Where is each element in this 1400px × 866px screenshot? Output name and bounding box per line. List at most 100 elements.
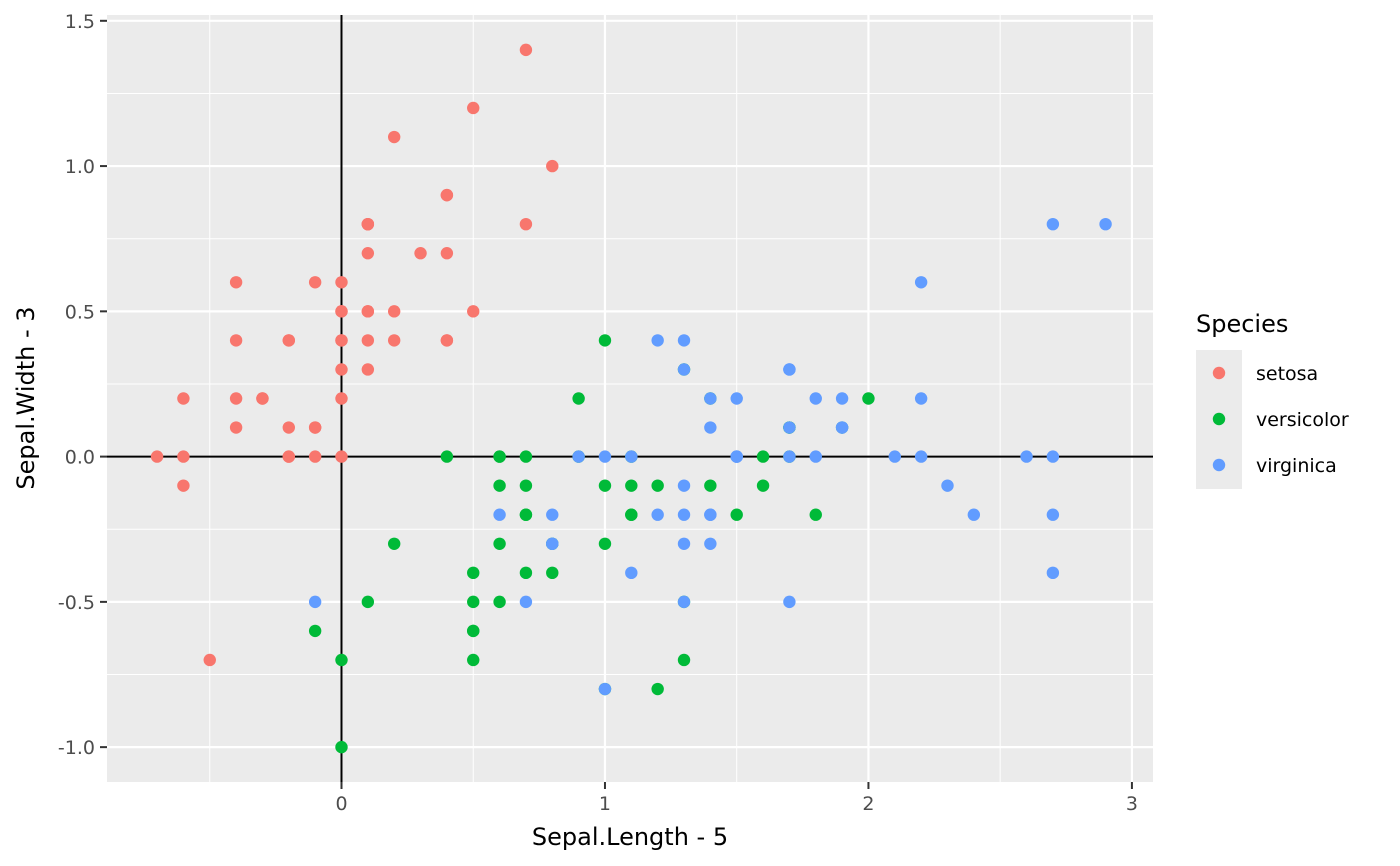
point-virginica — [519, 595, 533, 609]
point-versicolor — [467, 595, 480, 609]
point-setosa — [335, 334, 348, 347]
point-setosa — [361, 217, 375, 231]
point-setosa — [308, 276, 322, 289]
point-versicolor — [335, 653, 348, 667]
point-setosa — [467, 101, 480, 115]
point-virginica — [730, 392, 743, 405]
x-axis: 0 1 2 3 — [335, 782, 1138, 815]
point-virginica — [625, 450, 638, 463]
point-setosa — [335, 305, 348, 318]
point-virginica — [572, 450, 585, 463]
point-versicolor — [809, 508, 822, 521]
x-axis-title: Sepal.Length - 5 — [532, 823, 728, 851]
point-setosa — [361, 363, 375, 376]
point-virginica — [888, 450, 901, 463]
point-setosa — [282, 421, 295, 434]
point-versicolor — [440, 450, 454, 463]
point-setosa — [229, 334, 243, 347]
point-virginica — [546, 508, 559, 521]
point-virginica — [783, 363, 796, 376]
point-virginica — [967, 508, 981, 521]
y-tick-label: 0.5 — [65, 301, 95, 323]
point-versicolor — [651, 479, 664, 492]
legend: Species setosa versicolor virginica — [1196, 310, 1349, 489]
point-virginica — [704, 421, 717, 434]
y-axis-title: Sepal.Width - 3 — [12, 306, 40, 489]
point-versicolor — [493, 537, 506, 550]
x-tick-label: 3 — [1126, 793, 1138, 815]
data-points — [150, 43, 1112, 754]
point-virginica — [941, 479, 954, 492]
point-versicolor — [704, 479, 717, 492]
point-versicolor — [519, 508, 533, 521]
point-versicolor — [572, 392, 585, 405]
point-setosa — [335, 276, 348, 289]
x-tick-label: 2 — [862, 793, 874, 815]
point-versicolor — [467, 653, 480, 667]
point-virginica — [598, 450, 612, 463]
point-versicolor — [598, 479, 612, 492]
point-versicolor — [625, 479, 638, 492]
point-versicolor — [493, 595, 506, 609]
point-setosa — [361, 334, 375, 347]
x-tick-label: 1 — [599, 793, 611, 815]
point-versicolor — [467, 566, 480, 580]
point-virginica — [1046, 566, 1060, 580]
point-versicolor — [625, 508, 638, 521]
point-setosa — [203, 653, 216, 667]
legend-items: setosa versicolor virginica — [1212, 363, 1349, 477]
point-virginica — [1046, 450, 1060, 463]
point-virginica — [677, 334, 691, 347]
point-virginica — [677, 363, 691, 376]
legend-label-setosa: setosa — [1256, 363, 1318, 385]
point-virginica — [1020, 450, 1033, 463]
point-setosa — [440, 188, 454, 202]
point-setosa — [177, 392, 190, 405]
point-setosa — [282, 334, 295, 347]
point-versicolor — [361, 595, 375, 609]
point-versicolor — [519, 566, 533, 580]
plot-panel — [107, 15, 1153, 782]
point-setosa — [387, 130, 401, 144]
point-virginica — [809, 392, 822, 405]
point-setosa — [361, 247, 375, 260]
point-virginica — [783, 450, 796, 463]
legend-label-virginica: virginica — [1256, 455, 1337, 477]
point-versicolor — [756, 479, 770, 492]
point-setosa — [150, 450, 164, 463]
point-setosa — [335, 450, 348, 463]
point-virginica — [914, 450, 928, 463]
point-virginica — [308, 595, 322, 609]
point-setosa — [229, 421, 243, 434]
point-setosa — [335, 392, 348, 405]
point-setosa — [519, 217, 533, 231]
point-virginica — [677, 537, 691, 550]
point-versicolor — [493, 479, 506, 492]
point-versicolor — [335, 740, 348, 754]
point-setosa — [308, 421, 322, 434]
legend-key-virginica — [1212, 458, 1226, 472]
point-virginica — [546, 537, 559, 550]
point-setosa — [229, 392, 243, 405]
point-versicolor — [546, 566, 559, 580]
point-versicolor — [493, 450, 506, 463]
point-versicolor — [651, 682, 664, 696]
point-virginica — [1099, 217, 1112, 231]
point-virginica — [783, 421, 796, 434]
point-virginica — [677, 508, 691, 521]
point-versicolor — [677, 653, 691, 667]
point-setosa — [387, 334, 401, 347]
point-setosa — [335, 363, 348, 376]
point-versicolor — [467, 624, 480, 638]
y-axis: -1.0 -0.5 0.0 0.5 1.0 1.5 — [58, 11, 107, 759]
y-tick-label: -1.0 — [58, 737, 95, 759]
x-tick-label: 0 — [335, 793, 347, 815]
point-versicolor — [519, 479, 533, 492]
point-virginica — [1046, 217, 1060, 231]
point-setosa — [177, 450, 190, 463]
point-virginica — [914, 276, 928, 289]
point-versicolor — [598, 537, 612, 550]
point-virginica — [809, 450, 822, 463]
y-tick-label: 0.0 — [65, 447, 95, 469]
